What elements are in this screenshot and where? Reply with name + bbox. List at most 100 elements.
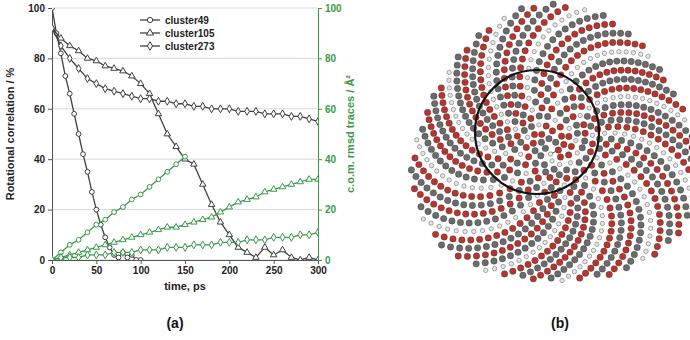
- atom: [591, 187, 595, 191]
- atom: [666, 212, 672, 218]
- tick: 60: [34, 104, 52, 115]
- atom: [591, 170, 597, 176]
- atom: [470, 185, 474, 189]
- atom: [638, 86, 644, 92]
- atom: [551, 166, 557, 172]
- atom: [433, 212, 439, 218]
- atom: [440, 128, 446, 134]
- atom: [610, 30, 616, 36]
- atom: [532, 148, 538, 154]
- marker: [121, 248, 126, 256]
- atom: [536, 199, 542, 205]
- atom: [607, 59, 613, 65]
- atom: [521, 210, 525, 214]
- atom: [587, 106, 591, 110]
- tick-label: 50: [91, 265, 103, 276]
- atom: [645, 202, 649, 206]
- atom: [492, 241, 498, 247]
- atom: [639, 43, 645, 49]
- marker: [85, 169, 90, 174]
- atom: [646, 242, 650, 246]
- atom: [590, 219, 596, 225]
- atom: [535, 175, 541, 181]
- atom: [573, 122, 579, 128]
- atom: [543, 6, 549, 12]
- atom: [575, 65, 579, 69]
- tick-label: 200: [221, 265, 238, 276]
- atom: [575, 205, 581, 211]
- atom: [519, 18, 525, 24]
- atom: [527, 269, 533, 275]
- atom: [652, 91, 658, 97]
- series-line: [52, 28, 318, 260]
- atom: [501, 264, 505, 268]
- atom: [505, 120, 509, 124]
- atom: [499, 144, 505, 150]
- atom: [447, 140, 453, 146]
- tick: 40: [34, 154, 52, 165]
- atom: [455, 54, 461, 60]
- atom: [544, 211, 550, 217]
- atom: [631, 251, 637, 257]
- atom: [544, 248, 550, 254]
- atom: [586, 67, 592, 73]
- atom: [541, 35, 545, 39]
- marker: [297, 178, 303, 184]
- atom: [633, 150, 639, 156]
- atom: [567, 14, 571, 18]
- atom: [549, 216, 555, 222]
- marker: [183, 154, 188, 159]
- marker: [103, 217, 108, 222]
- atom: [578, 113, 582, 117]
- atom: [491, 113, 497, 119]
- atom: [624, 124, 630, 130]
- atom: [592, 178, 598, 184]
- atom: [578, 265, 582, 269]
- atom: [457, 219, 463, 225]
- atom: [611, 68, 617, 74]
- atom: [618, 220, 624, 226]
- marker: [85, 75, 90, 83]
- atom: [555, 101, 559, 105]
- atom: [656, 127, 662, 133]
- marker: [306, 176, 312, 182]
- atom: [581, 122, 587, 128]
- atom: [432, 231, 438, 237]
- tick-label: 60: [34, 104, 46, 115]
- legend-label: cluster49: [165, 15, 209, 26]
- atom: [558, 133, 564, 139]
- atom: [625, 31, 631, 37]
- atom: [655, 136, 661, 142]
- atom: [535, 25, 541, 31]
- atom: [669, 117, 675, 123]
- marker: [244, 196, 250, 202]
- atom: [443, 113, 449, 119]
- marker: [67, 91, 72, 96]
- marker: [236, 107, 241, 115]
- atom: [563, 167, 569, 173]
- atom: [572, 221, 578, 227]
- atom: [474, 245, 480, 251]
- atom: [483, 243, 489, 249]
- atom: [663, 122, 669, 128]
- atom: [507, 244, 513, 250]
- atom: [431, 100, 437, 106]
- atom: [443, 134, 449, 140]
- atom: [648, 124, 654, 130]
- atom: [557, 259, 563, 265]
- tick-mark: [274, 260, 275, 264]
- atom: [550, 159, 554, 163]
- atom: [638, 52, 642, 56]
- atom: [600, 214, 604, 218]
- marker: [130, 92, 135, 100]
- atom: [603, 97, 607, 101]
- atom: [553, 23, 557, 27]
- atom: [649, 81, 655, 87]
- atom: [579, 145, 585, 151]
- atom: [499, 112, 503, 116]
- atom: [673, 101, 679, 107]
- tick: 20: [34, 204, 52, 215]
- atom: [590, 75, 596, 81]
- atom: [587, 193, 593, 199]
- atom: [469, 147, 475, 153]
